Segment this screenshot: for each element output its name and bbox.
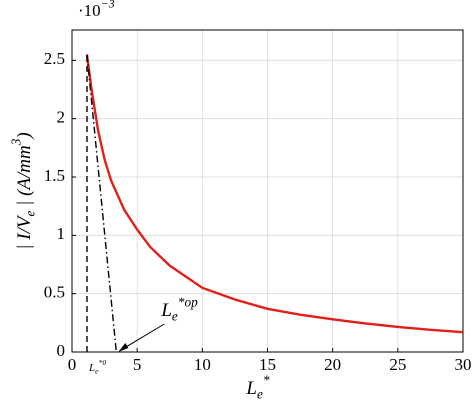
series-line xyxy=(86,54,118,353)
y-axis-label-part: | I/V xyxy=(14,214,35,250)
x-axis-label: Le* xyxy=(245,372,269,401)
x-tick-label: 0 xyxy=(68,355,77,374)
series-line xyxy=(85,54,464,334)
y-axis-label-part: | (A/mm xyxy=(14,145,35,210)
x-tick-label: 5 xyxy=(133,355,142,374)
y-tick-label: 1 xyxy=(57,224,66,243)
x-tick-label: 10 xyxy=(194,355,211,374)
y-tick-label: 0 xyxy=(57,341,66,360)
y-axis-label-part: ) xyxy=(14,132,35,139)
y-tick-label: 2 xyxy=(57,108,66,127)
axis-multiplier: ·10−3 xyxy=(78,0,115,20)
arrow-head xyxy=(118,343,129,352)
y-axis-label: | I/Ve | (A/mm3) xyxy=(8,132,37,249)
annotation: Le*0 xyxy=(88,358,106,375)
annotation-part: *0 xyxy=(99,358,107,367)
x-axis-label-part: e xyxy=(257,387,263,402)
axis-multiplier-part: −3 xyxy=(101,0,115,10)
annotation-part: e xyxy=(95,366,99,375)
x-axis-label-part: L xyxy=(245,378,257,399)
annotation-part: e xyxy=(172,309,178,324)
y-axis-label-part: 3 xyxy=(8,138,23,146)
y-tick-label: 1.5 xyxy=(44,166,65,185)
annotation-part: L xyxy=(88,362,95,374)
x-tick-label: 20 xyxy=(324,355,341,374)
annotation-part: *op xyxy=(178,294,198,309)
y-tick-label: 0.5 xyxy=(44,283,65,302)
plot-frame xyxy=(71,29,464,353)
axis-multiplier-part: ·10 xyxy=(78,1,101,20)
annotation-part: L xyxy=(160,300,172,321)
annotation: Le*op xyxy=(160,294,198,323)
x-tick-label: 25 xyxy=(389,355,406,374)
y-tick-label: 2.5 xyxy=(44,49,65,68)
y-axis-label-part: e xyxy=(23,211,38,217)
x-axis-label-part: * xyxy=(263,372,270,387)
x-tick-label: 30 xyxy=(455,355,472,374)
x-tick-label: 15 xyxy=(259,355,276,374)
